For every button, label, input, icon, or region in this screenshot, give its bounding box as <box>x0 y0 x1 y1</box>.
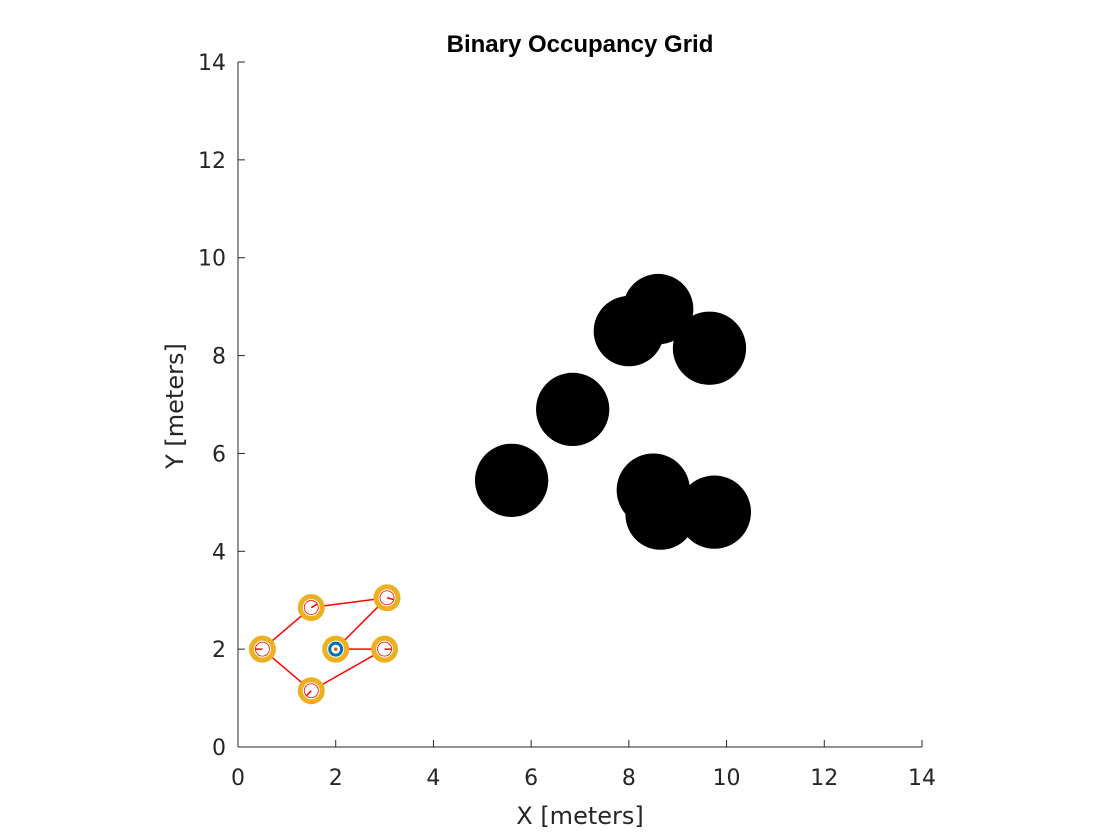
x-tick-label-8: 8 <box>622 766 636 791</box>
plot-area <box>248 273 751 705</box>
x-tick-label-2: 2 <box>329 766 343 791</box>
robot-heading <box>310 603 318 609</box>
x-tick-label-10: 10 <box>713 766 741 791</box>
x-tick-label-4: 4 <box>426 766 440 791</box>
y-tick-label-4: 4 <box>212 540 226 565</box>
axes: 0 2 4 6 8 10 12 14 0 2 4 6 8 10 12 14 <box>198 51 936 791</box>
leader-marker <box>322 635 350 663</box>
robot-heading <box>386 597 394 601</box>
robot-3 <box>373 584 401 612</box>
obstacle-5 <box>672 311 747 385</box>
x-tick-label-0: 0 <box>231 766 245 791</box>
y-tick-label-0: 0 <box>212 736 226 761</box>
obstacle-4 <box>622 273 694 345</box>
y-tick-label-10: 10 <box>198 247 226 272</box>
obstacle-7 <box>625 479 696 550</box>
obstacle-8 <box>677 475 751 549</box>
robot-5 <box>297 677 325 705</box>
y-tick-label-8: 8 <box>212 345 226 370</box>
robot-heading <box>305 690 312 697</box>
robot-2 <box>297 594 325 622</box>
robot-4 <box>371 635 399 663</box>
x-axis-label: X [meters] <box>516 802 644 830</box>
x-tick-label-14: 14 <box>908 766 936 791</box>
chart-title: Binary Occupancy Grid <box>447 31 714 58</box>
x-tick-label-12: 12 <box>810 766 838 791</box>
y-axis-label: Y [meters] <box>161 343 189 470</box>
y-tick-label-2: 2 <box>212 638 226 663</box>
x-tick-label-6: 6 <box>524 766 538 791</box>
link-4 <box>310 648 385 692</box>
leader-center <box>333 647 338 651</box>
y-tick-label-6: 6 <box>212 442 226 467</box>
y-tick-label-12: 12 <box>198 149 226 174</box>
obstacle-1 <box>474 443 549 517</box>
robot-1 <box>248 635 276 663</box>
y-tick-label-14: 14 <box>198 51 226 76</box>
obstacle-2 <box>536 372 610 447</box>
